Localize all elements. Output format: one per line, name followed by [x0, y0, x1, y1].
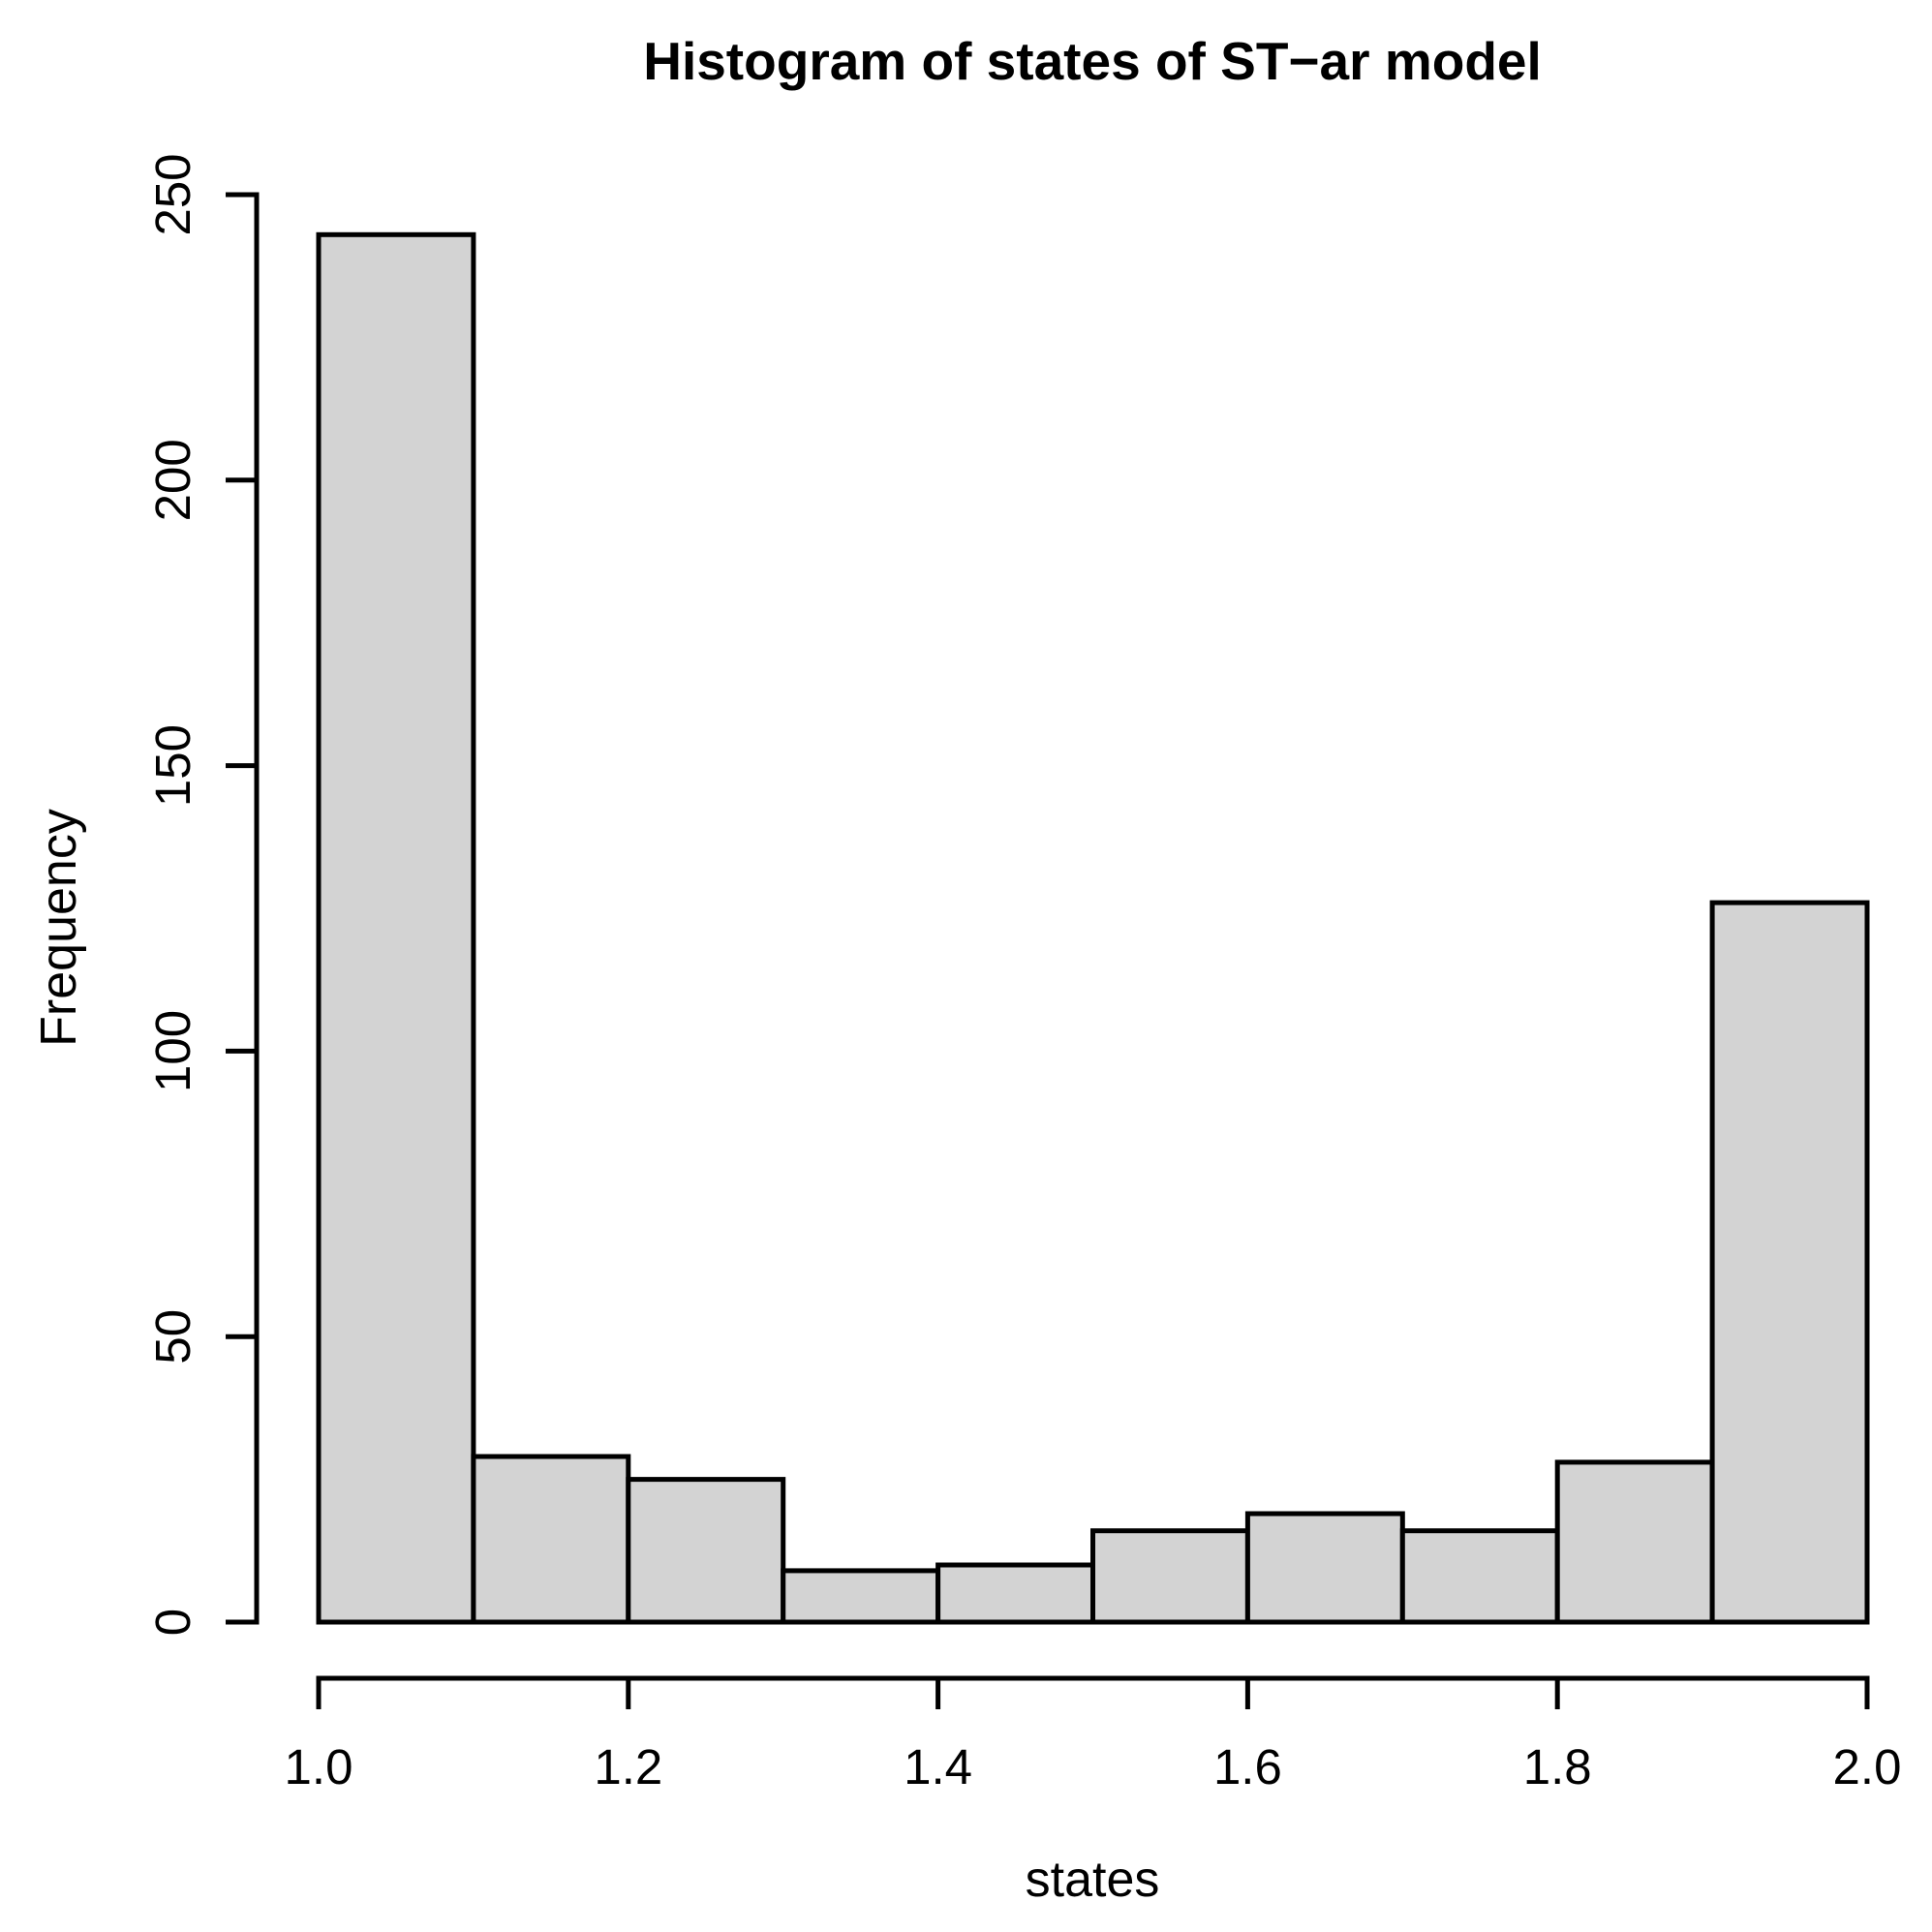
y-tick-label: 250: [145, 153, 200, 235]
y-tick-label: 0: [145, 1609, 200, 1636]
histogram-bar: [1554, 1459, 1715, 1625]
axes-layer: 0 50 100 150 200 250 1.0 1.2 1.4 1.6 1.8 2.0: [145, 153, 1901, 1794]
histogram-bar: [1090, 1528, 1250, 1625]
histogram-bar: [1399, 1528, 1560, 1625]
histogram-bar: [1244, 1511, 1405, 1625]
y-tick-label: 200: [145, 439, 200, 521]
x-tick-label: 1.6: [1213, 1739, 1282, 1794]
x-tick-label: 1.4: [904, 1739, 972, 1794]
histogram-bar: [316, 231, 476, 1625]
chart-title: Histogram of states of ST−ar model: [643, 31, 1542, 91]
x-tick-label: 1.2: [594, 1739, 662, 1794]
histogram-bar: [935, 1562, 1095, 1625]
x-tick-label: 1.0: [285, 1739, 353, 1794]
histogram-bar: [781, 1568, 941, 1625]
bars-layer: [316, 231, 1870, 1625]
y-tick-label: 150: [145, 724, 200, 807]
histogram-bar: [626, 1477, 786, 1625]
y-tick-label: 100: [145, 1010, 200, 1092]
histogram-bar: [1709, 900, 1870, 1625]
x-tick-label: 1.8: [1523, 1739, 1592, 1794]
histogram-bar: [471, 1454, 631, 1625]
x-axis-label: states: [1026, 1852, 1160, 1908]
y-axis-label: Frequency: [31, 809, 87, 1047]
x-tick-label: 2.0: [1833, 1739, 1902, 1794]
y-tick-label: 50: [145, 1309, 200, 1365]
